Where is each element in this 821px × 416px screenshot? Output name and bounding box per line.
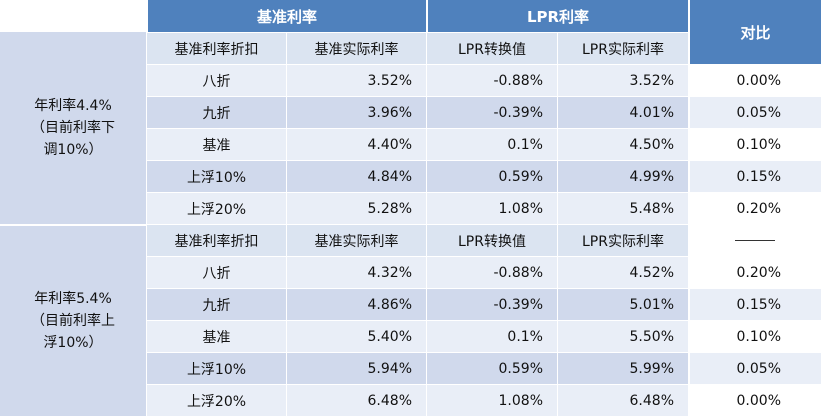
table-cell-base-rate: 5.94% [286, 352, 426, 384]
section-label-line: 年利率5.4% [34, 291, 112, 307]
table-cell-lpr-conv: -0.88% [426, 64, 557, 96]
column-header: LPR转换值 [426, 32, 557, 64]
table-cell-lpr-conv: -0.39% [426, 96, 557, 128]
section-label: 年利率4.4% （目前利率下 调10%） [0, 32, 146, 224]
header-lpr-rate: LPR利率 [426, 0, 688, 32]
table-cell-lpr-rate: 4.01% [557, 96, 688, 128]
table-cell-lpr-conv: 0.59% [426, 160, 557, 192]
column-header: 基准利率折扣 [146, 32, 286, 64]
table-cell-base-rate: 4.86% [286, 288, 426, 320]
compare-dash-cell [688, 224, 821, 256]
table-cell-discount: 上浮10% [146, 352, 286, 384]
table-cell-discount: 八折 [146, 256, 286, 288]
table-cell-discount: 上浮20% [146, 384, 286, 416]
table-cell-diff: 0.20% [688, 256, 821, 288]
corner-cell [0, 0, 146, 32]
table-cell-lpr-conv: 0.1% [426, 128, 557, 160]
dash-mark [734, 239, 775, 241]
table-cell-lpr-rate: 5.48% [557, 192, 688, 224]
table-cell-base-rate: 6.48% [286, 384, 426, 416]
table-cell-base-rate: 4.40% [286, 128, 426, 160]
table-cell-discount: 八折 [146, 64, 286, 96]
column-header: LPR转换值 [426, 224, 557, 256]
table-cell-lpr-rate: 6.48% [557, 384, 688, 416]
header-compare: 对比 [688, 0, 821, 64]
table-cell-diff: 0.00% [688, 64, 821, 96]
table-cell-discount: 九折 [146, 96, 286, 128]
table-cell-diff: 0.00% [688, 384, 821, 416]
table-cell-lpr-rate: 5.50% [557, 320, 688, 352]
table-cell-lpr-rate: 5.01% [557, 288, 688, 320]
section-label: 年利率5.4% （目前利率上 浮10%） [0, 224, 146, 416]
table-cell-diff: 0.05% [688, 352, 821, 384]
table-cell-discount: 上浮20% [146, 192, 286, 224]
table-cell-diff: 0.20% [688, 192, 821, 224]
table-cell-discount: 九折 [146, 288, 286, 320]
table-cell-base-rate: 3.96% [286, 96, 426, 128]
table-cell-discount: 上浮10% [146, 160, 286, 192]
table-cell-diff: 0.15% [688, 160, 821, 192]
section-label-line: 年利率4.4% [34, 98, 112, 114]
table-cell-lpr-conv: -0.88% [426, 256, 557, 288]
table-cell-lpr-rate: 4.99% [557, 160, 688, 192]
table-cell-lpr-conv: -0.39% [426, 288, 557, 320]
table-cell-discount: 基准 [146, 128, 286, 160]
table-cell-lpr-conv: 1.08% [426, 384, 557, 416]
column-header: LPR实际利率 [557, 224, 688, 256]
table-cell-base-rate: 5.28% [286, 192, 426, 224]
section-label-line: （目前利率上 [31, 313, 115, 329]
column-header: 基准实际利率 [286, 32, 426, 64]
header-base-rate: 基准利率 [146, 0, 426, 32]
table-cell-lpr-conv: 1.08% [426, 192, 557, 224]
table-cell-lpr-rate: 5.99% [557, 352, 688, 384]
table-cell-discount: 基准 [146, 320, 286, 352]
table-cell-base-rate: 3.52% [286, 64, 426, 96]
table-cell-lpr-rate: 4.52% [557, 256, 688, 288]
table-cell-diff: 0.10% [688, 320, 821, 352]
table-cell-diff: 0.15% [688, 288, 821, 320]
section-label-line: 浮10%） [43, 335, 103, 351]
table-cell-lpr-conv: 0.59% [426, 352, 557, 384]
column-header: 基准利率折扣 [146, 224, 286, 256]
table-cell-diff: 0.05% [688, 96, 821, 128]
table-cell-base-rate: 4.84% [286, 160, 426, 192]
table-cell-base-rate: 4.32% [286, 256, 426, 288]
column-header: LPR实际利率 [557, 32, 688, 64]
table-cell-lpr-rate: 3.52% [557, 64, 688, 96]
table-cell-lpr-conv: 0.1% [426, 320, 557, 352]
column-header: 基准实际利率 [286, 224, 426, 256]
table-cell-lpr-rate: 4.50% [557, 128, 688, 160]
section-label-line: 调10%） [43, 142, 103, 158]
section-label-line: （目前利率下 [31, 120, 115, 136]
table-cell-diff: 0.10% [688, 128, 821, 160]
table-cell-base-rate: 5.40% [286, 320, 426, 352]
